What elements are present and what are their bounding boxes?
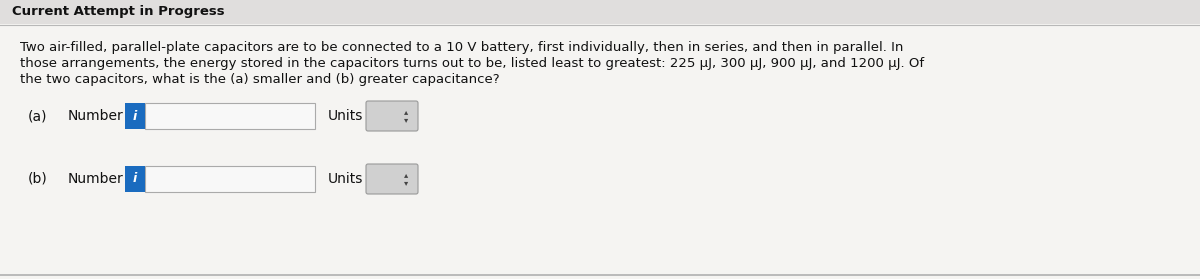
Text: (b): (b) — [28, 172, 48, 186]
Text: i: i — [133, 109, 137, 122]
Text: ▴: ▴ — [404, 107, 408, 117]
Bar — [125, 103, 145, 129]
Text: ▴: ▴ — [404, 170, 408, 179]
FancyBboxPatch shape — [145, 166, 314, 192]
Text: Number: Number — [68, 109, 124, 123]
Text: Units: Units — [328, 109, 364, 123]
FancyBboxPatch shape — [366, 164, 418, 194]
Text: (a): (a) — [28, 109, 48, 123]
Text: i: i — [133, 172, 137, 186]
FancyBboxPatch shape — [366, 101, 418, 131]
FancyBboxPatch shape — [145, 103, 314, 129]
Text: Units: Units — [328, 172, 364, 186]
Bar — [0, 0, 1200, 24]
Text: the two capacitors, what is the (a) smaller and (b) greater capacitance?: the two capacitors, what is the (a) smal… — [20, 73, 499, 86]
Text: those arrangements, the energy stored in the capacitors turns out to be, listed : those arrangements, the energy stored in… — [20, 57, 924, 70]
Text: ▾: ▾ — [404, 179, 408, 187]
Text: Current Attempt in Progress: Current Attempt in Progress — [12, 6, 224, 18]
Text: Number: Number — [68, 172, 124, 186]
Text: Two air-filled, parallel-plate capacitors are to be connected to a 10 V battery,: Two air-filled, parallel-plate capacitor… — [20, 41, 904, 54]
Bar — [125, 166, 145, 192]
Text: ▾: ▾ — [404, 116, 408, 124]
